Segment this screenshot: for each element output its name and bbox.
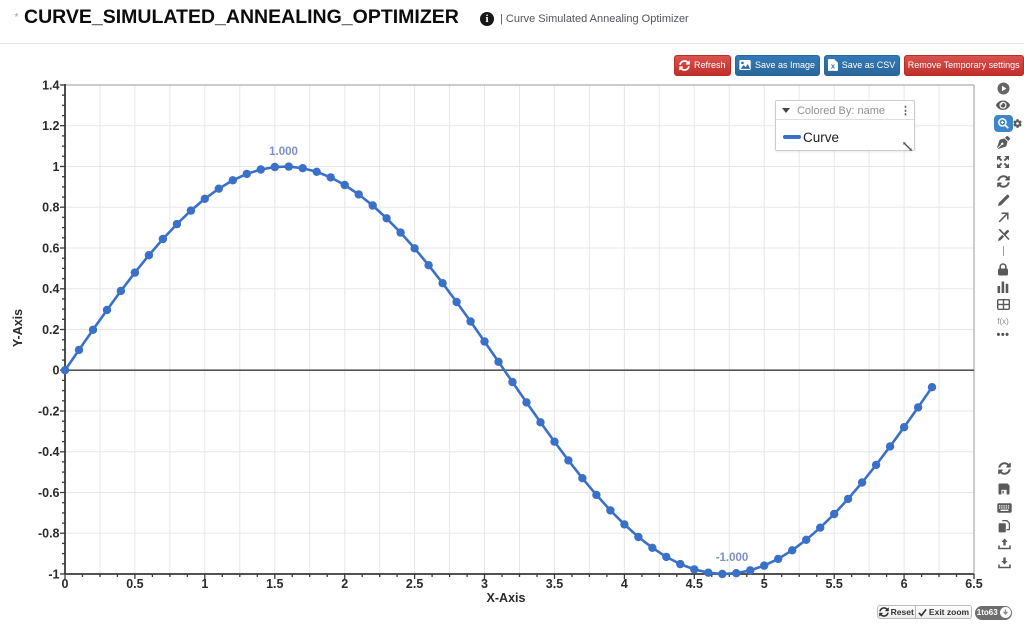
svg-text:4: 4: [621, 577, 628, 591]
svg-text:Y-Axis: Y-Axis: [11, 309, 25, 347]
svg-text:-0.8: -0.8: [38, 527, 60, 541]
svg-text:-1.000: -1.000: [716, 552, 749, 564]
svg-text:1.4: 1.4: [42, 78, 59, 92]
svg-text:-0.6: -0.6: [38, 486, 60, 500]
svg-text:0: 0: [62, 577, 69, 591]
svg-text:0.5: 0.5: [126, 577, 143, 591]
svg-text:3: 3: [481, 577, 488, 591]
svg-text:1.2: 1.2: [42, 119, 59, 133]
svg-text:1.000: 1.000: [269, 146, 298, 158]
svg-text:-1: -1: [48, 567, 59, 581]
svg-text:1: 1: [53, 160, 60, 174]
svg-text:1: 1: [201, 577, 208, 591]
svg-text:1.5: 1.5: [266, 577, 283, 591]
svg-text:0.4: 0.4: [42, 282, 59, 296]
svg-text:5: 5: [761, 577, 768, 591]
svg-text:-0.4: -0.4: [38, 445, 60, 459]
svg-text:6.5: 6.5: [965, 577, 982, 591]
svg-text:0: 0: [53, 364, 60, 378]
svg-text:2.5: 2.5: [406, 577, 423, 591]
svg-text:0.2: 0.2: [42, 323, 59, 337]
svg-text:2: 2: [341, 577, 348, 591]
svg-text:4.5: 4.5: [686, 577, 703, 591]
svg-text:0.8: 0.8: [42, 201, 59, 215]
svg-text:5.5: 5.5: [826, 577, 843, 591]
svg-text:-0.2: -0.2: [38, 404, 60, 418]
svg-text:6: 6: [901, 577, 908, 591]
svg-text:3.5: 3.5: [546, 577, 563, 591]
svg-text:X-Axis: X-Axis: [487, 591, 526, 605]
svg-text:0.6: 0.6: [42, 241, 59, 255]
svg-text:x: x: [831, 62, 836, 71]
